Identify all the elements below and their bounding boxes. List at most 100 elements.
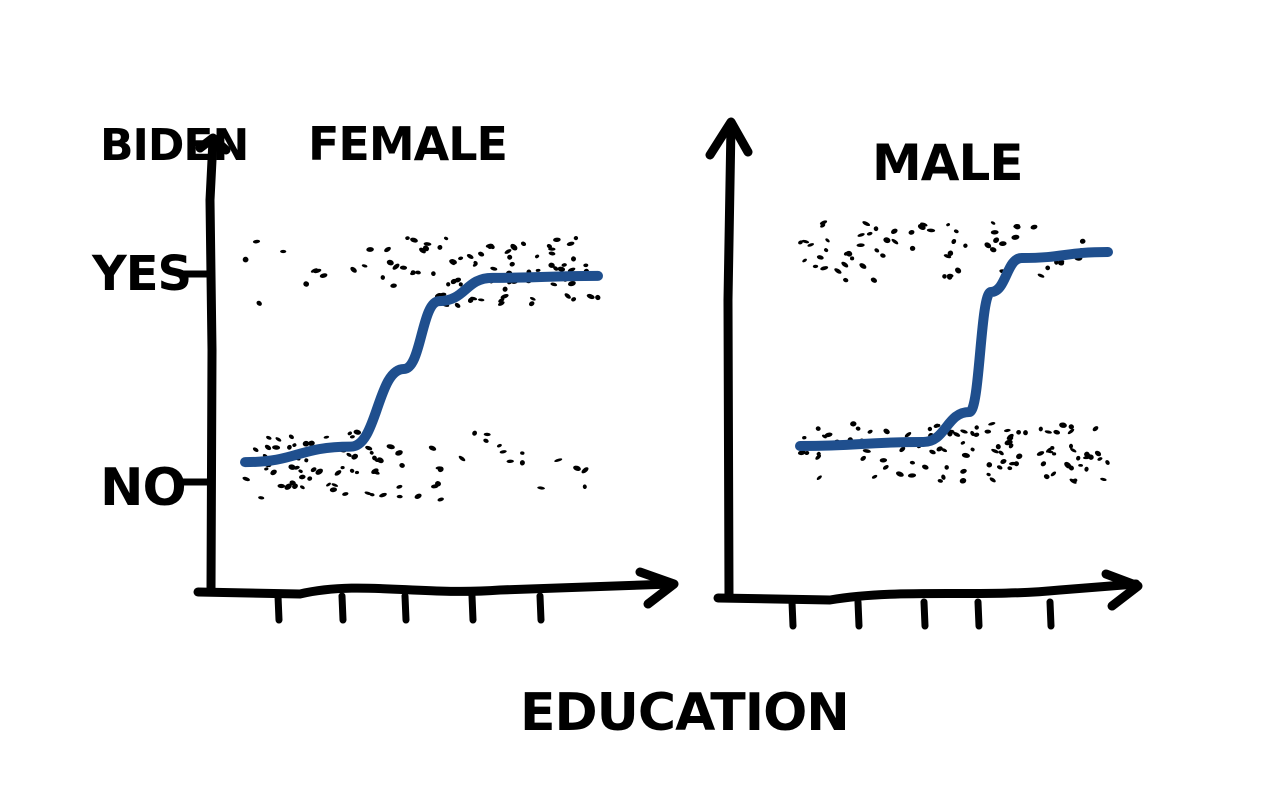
male-x-ticks [788, 598, 1055, 630]
male-data-point-yes [843, 277, 849, 283]
male-data-point-yes [802, 258, 807, 263]
female-data-point-no [277, 483, 286, 489]
female-data-point-yes [470, 296, 478, 301]
male-data-point-yes [841, 261, 849, 268]
male-data-point-no [1085, 453, 1093, 458]
male-data-point-no [1068, 424, 1074, 430]
male-data-point-yes [990, 221, 996, 225]
female-data-point-no [323, 435, 330, 439]
female-data-point-yes [548, 251, 556, 256]
male-x-tick [920, 598, 929, 630]
female-data-point-no [329, 487, 337, 493]
female-data-point-yes [449, 259, 457, 265]
female-data-point-no [334, 470, 342, 476]
male-data-point-yes [870, 277, 878, 283]
female-data-point-no [354, 470, 360, 475]
female-data-point-no [537, 486, 545, 490]
male-data-point-no [988, 422, 996, 426]
female-data-point-yes [509, 261, 515, 267]
male-data-point-no [1036, 451, 1045, 456]
male-data-point-no [904, 432, 912, 438]
female-data-point-no [308, 440, 315, 446]
male-data-point-yes [1037, 273, 1045, 278]
male-data-point-no [879, 458, 888, 463]
female-data-point-no [315, 468, 323, 475]
female-data-point-no [307, 476, 313, 481]
male-data-point-yes [963, 243, 968, 248]
female-data-point-no [496, 443, 502, 448]
male-data-point-no [1044, 430, 1052, 434]
male-data-point-no [1007, 466, 1013, 471]
male-data-point-no [883, 428, 890, 435]
male-data-point-no [941, 474, 946, 480]
female-data-point-yes [454, 302, 461, 308]
x-axis-label: EDUCATION [520, 683, 849, 743]
female-data-point-yes [567, 267, 576, 273]
female-data-point-no [396, 494, 403, 499]
female-data-point-yes [498, 297, 505, 303]
female-data-point-yes [553, 266, 559, 271]
male-data-point-yes [953, 229, 959, 234]
female-data-point-no [435, 466, 444, 470]
female-data-point-no [374, 458, 379, 463]
male-data-point-no [970, 430, 975, 437]
female-data-point-yes [507, 254, 513, 260]
female-data-point-yes [415, 270, 421, 275]
male-data-point-no [922, 464, 929, 470]
female-data-point-yes [410, 270, 416, 274]
female-data-point-no [287, 444, 292, 450]
male-data-point-no [1043, 474, 1050, 480]
female-data-point-no [437, 497, 444, 502]
male-data-point-no [1008, 443, 1014, 449]
female-data-point-no [431, 484, 439, 489]
male-logistic-curve [795, 247, 1113, 451]
male-data-point-yes [880, 253, 886, 258]
female-data-point-yes [570, 256, 577, 262]
female-data-point-no [582, 484, 587, 489]
female-data-point-no [304, 458, 309, 463]
male-data-point-yes [989, 247, 997, 253]
female-data-point-no [298, 469, 303, 473]
female-x-tick [468, 592, 477, 624]
female-data-point-yes [380, 275, 386, 280]
female-data-point-no [258, 496, 265, 500]
female-data-point-yes [567, 280, 576, 287]
male-data-point-no [986, 462, 993, 468]
male-data-point-yes [820, 266, 829, 271]
female-data-point-no [340, 465, 345, 470]
male-data-point-yes [798, 240, 803, 245]
female-data-point-yes [473, 261, 478, 265]
male-data-point-yes [891, 238, 899, 245]
female-data-point-yes [437, 244, 443, 250]
male-data-point-yes [801, 239, 810, 244]
female-data-point-yes [410, 237, 418, 243]
female-data-point-yes [390, 283, 397, 288]
female-data-point-yes [444, 236, 449, 241]
y-tick-label-no: NO [100, 458, 186, 518]
female-data-point-yes [583, 263, 589, 268]
male-data-point-no [1046, 450, 1054, 454]
female-data-point-no [351, 453, 359, 460]
female-data-point-yes [573, 235, 579, 241]
female-data-point-no [288, 464, 296, 470]
female-data-point-no [369, 493, 375, 497]
female-data-point-yes [478, 251, 485, 257]
male-data-point-no [1070, 448, 1077, 453]
female-data-point-no [458, 455, 466, 462]
male-data-point-yes [999, 241, 1007, 247]
male-x-tick [974, 598, 983, 630]
female-data-point-no [272, 445, 281, 450]
female-data-point-yes [256, 300, 262, 306]
male-data-point-no [1084, 466, 1089, 472]
male-data-point-no [927, 426, 933, 432]
female-data-point-no [264, 467, 269, 471]
male-data-point-no [816, 475, 822, 481]
male-data-point-yes [825, 238, 830, 243]
female-data-point-yes [529, 296, 536, 301]
female-data-point-no [499, 450, 507, 454]
female-data-point-yes [252, 239, 261, 244]
female-data-point-yes [550, 282, 558, 287]
male-data-point-no [998, 450, 1004, 456]
male-data-point-no [1006, 433, 1014, 440]
